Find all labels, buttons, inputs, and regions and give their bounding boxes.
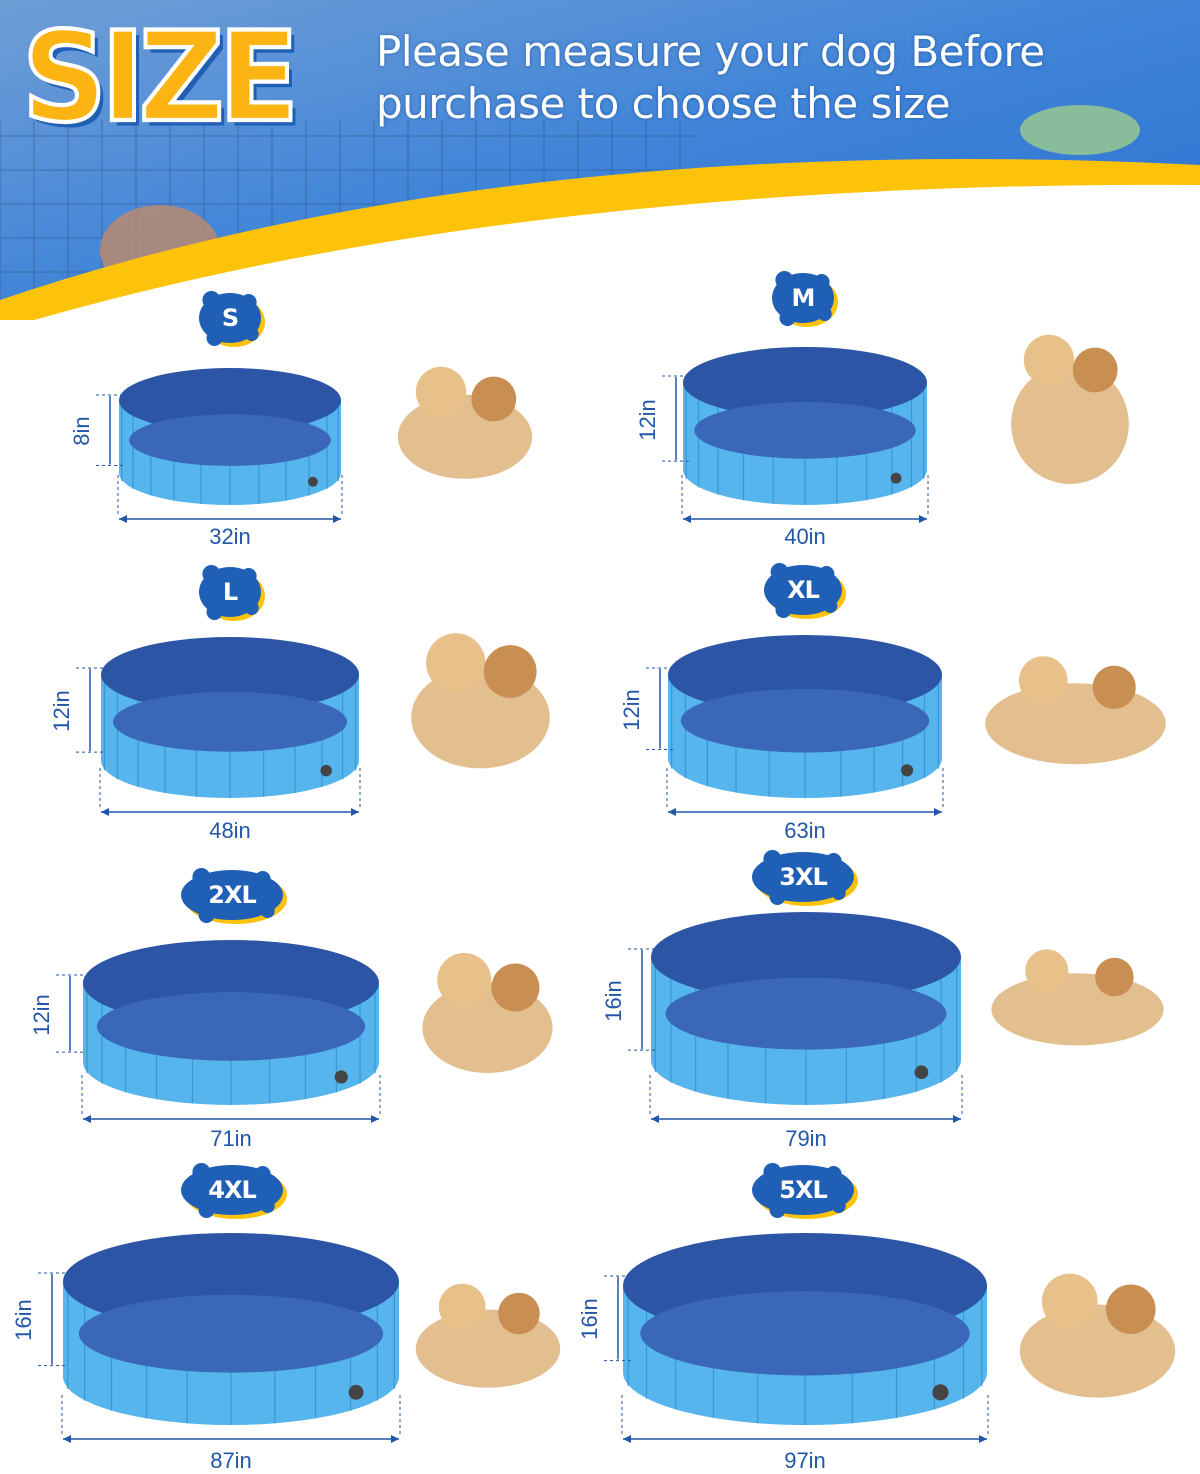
splash-shape-icon xyxy=(199,291,265,347)
dog-photo xyxy=(991,949,1164,1046)
pool-image xyxy=(83,940,379,1105)
height-dimension-line xyxy=(38,1272,66,1367)
diameter-label: 79in xyxy=(785,1126,827,1151)
size-label: 3XL xyxy=(779,863,828,891)
diameter-label: 48in xyxy=(209,818,251,843)
height-label: 16in xyxy=(577,1298,602,1341)
diameter-label: 40in xyxy=(784,524,826,549)
dog-photo xyxy=(397,366,533,479)
diameter-label: 63in xyxy=(784,818,826,843)
size-label: M xyxy=(791,284,816,312)
splash-shape-icon xyxy=(752,1163,858,1219)
width-dimension-line xyxy=(666,768,944,816)
pool-image xyxy=(683,347,927,505)
splash-shape-icon xyxy=(181,868,287,924)
size-badge: 3XL xyxy=(752,849,858,906)
width-dimension-line xyxy=(621,1395,989,1443)
width-dimension-line xyxy=(61,1395,401,1443)
height-label: 12in xyxy=(29,994,54,1036)
width-dimension-line xyxy=(681,475,929,523)
size-badge: L xyxy=(199,564,265,621)
height-dimension-line xyxy=(662,375,690,462)
dog-photo xyxy=(1019,1273,1176,1398)
diameter-label: 97in xyxy=(784,1448,826,1473)
diameter-label: 87in xyxy=(210,1448,252,1473)
width-dimension-line xyxy=(117,475,343,523)
splash-shape-icon xyxy=(752,850,858,906)
size-label: 2XL xyxy=(208,881,257,909)
subtitle: Please measure your dog Before purchase … xyxy=(376,26,1045,130)
height-dimension-line xyxy=(628,948,656,1051)
width-dimension-line xyxy=(81,1075,381,1123)
subtitle-line-2: purchase to choose the size xyxy=(376,79,951,128)
size-badge: S xyxy=(199,290,265,347)
height-label: 8in xyxy=(69,416,94,446)
width-dimension-line xyxy=(99,768,361,816)
size-label: XL xyxy=(787,576,820,604)
pool-image xyxy=(668,635,942,798)
size-badge: 2XL xyxy=(181,867,287,924)
height-label: 12in xyxy=(635,399,660,441)
height-dimension-line xyxy=(96,394,124,466)
height-dimension-line xyxy=(76,667,104,753)
size-label: 4XL xyxy=(208,1176,257,1204)
height-label: 12in xyxy=(49,690,74,732)
size-label: S xyxy=(221,304,239,332)
size-label: L xyxy=(222,578,238,606)
dog-photo xyxy=(1011,334,1129,484)
size-badge: M xyxy=(772,270,838,327)
pool-image xyxy=(623,1233,987,1425)
height-label: 16in xyxy=(601,979,626,1022)
size-badge: XL xyxy=(764,562,846,619)
dog-photo xyxy=(422,953,553,1073)
pool-image xyxy=(119,368,341,505)
dog-photo xyxy=(411,633,550,769)
dog-photo xyxy=(415,1283,561,1388)
width-dimension-line xyxy=(649,1075,963,1123)
size-badge: 4XL xyxy=(181,1162,287,1219)
subtitle-line-1: Please measure your dog Before xyxy=(376,27,1045,76)
pool-image xyxy=(101,637,359,798)
height-dimension-line xyxy=(646,667,674,750)
height-label: 12in xyxy=(619,688,644,731)
dog-photo xyxy=(985,656,1166,765)
header-banner: SIZE Please measure your dog Before purc… xyxy=(0,0,1200,320)
height-dimension-line xyxy=(604,1275,632,1362)
splash-shape-icon xyxy=(181,1163,287,1219)
size-badge: 5XL xyxy=(752,1162,858,1219)
height-label: 16in xyxy=(11,1299,36,1342)
size-label: 5XL xyxy=(779,1176,828,1204)
diameter-label: 32in xyxy=(209,524,251,549)
splash-shape-icon xyxy=(199,565,265,621)
splash-shape-icon xyxy=(772,271,838,327)
height-dimension-line xyxy=(56,974,84,1054)
page-title: SIZE xyxy=(20,2,301,151)
splash-shape-icon xyxy=(764,563,846,619)
pool-image xyxy=(63,1233,399,1425)
diameter-label: 71in xyxy=(210,1126,252,1151)
pool-image xyxy=(651,912,961,1105)
pool-background-image xyxy=(0,0,1200,320)
